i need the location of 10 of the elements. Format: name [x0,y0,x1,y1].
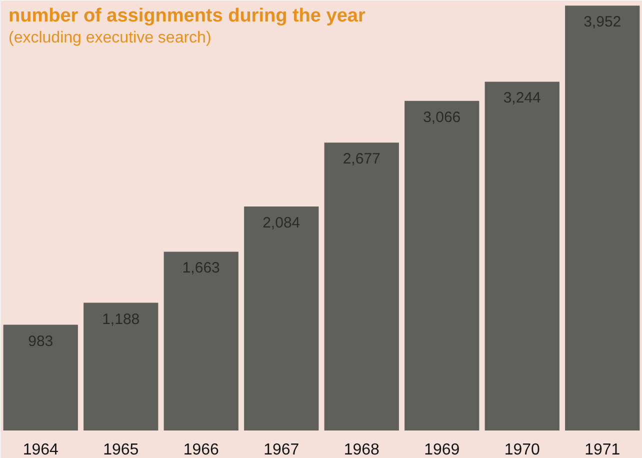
x-tick-label: 1967 [264,442,300,458]
x-tick-label: 1969 [424,442,460,458]
text: (excluding executive search) [8,30,212,46]
x-tick-label: 1970 [504,442,540,458]
x-tick-label: 1966 [183,442,220,458]
chart-title: number of assignments during the year [8,6,366,26]
x-tick-label: 1964 [22,442,59,458]
x-tick-label: 1965 [103,442,139,458]
x-tick-label: 1971 [584,442,620,458]
x-tick-label: 1968 [344,442,380,458]
